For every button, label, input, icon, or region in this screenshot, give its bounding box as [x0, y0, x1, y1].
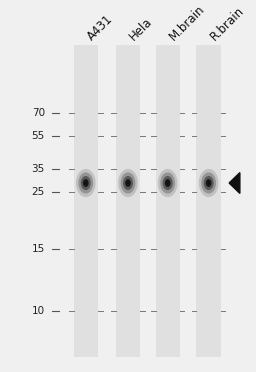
Polygon shape	[229, 173, 240, 193]
Bar	[197, 45, 221, 357]
Ellipse shape	[127, 181, 129, 185]
Bar	[116, 45, 140, 357]
Ellipse shape	[76, 169, 96, 197]
Text: 35: 35	[31, 164, 45, 174]
Ellipse shape	[207, 181, 210, 185]
Ellipse shape	[118, 169, 138, 197]
Text: 55: 55	[31, 131, 45, 141]
Ellipse shape	[84, 181, 87, 185]
Ellipse shape	[125, 179, 131, 187]
Text: Hela: Hela	[127, 15, 155, 43]
Text: 25: 25	[31, 187, 45, 196]
Ellipse shape	[123, 176, 133, 190]
Ellipse shape	[206, 179, 211, 187]
Ellipse shape	[83, 179, 89, 187]
Ellipse shape	[165, 179, 170, 187]
Text: R.brain: R.brain	[207, 4, 246, 43]
Ellipse shape	[81, 176, 91, 190]
Ellipse shape	[158, 169, 178, 197]
Text: 70: 70	[32, 109, 45, 118]
Text: M.brain: M.brain	[166, 2, 207, 43]
Ellipse shape	[166, 181, 169, 185]
Ellipse shape	[121, 172, 135, 193]
Bar	[74, 45, 98, 357]
Text: A431: A431	[84, 12, 115, 43]
Bar	[156, 45, 180, 357]
Ellipse shape	[204, 176, 214, 190]
Ellipse shape	[160, 172, 175, 193]
Ellipse shape	[201, 172, 216, 193]
Text: 15: 15	[31, 244, 45, 254]
Ellipse shape	[78, 172, 93, 193]
Text: 10: 10	[32, 306, 45, 315]
Ellipse shape	[199, 169, 218, 197]
Ellipse shape	[163, 176, 173, 190]
